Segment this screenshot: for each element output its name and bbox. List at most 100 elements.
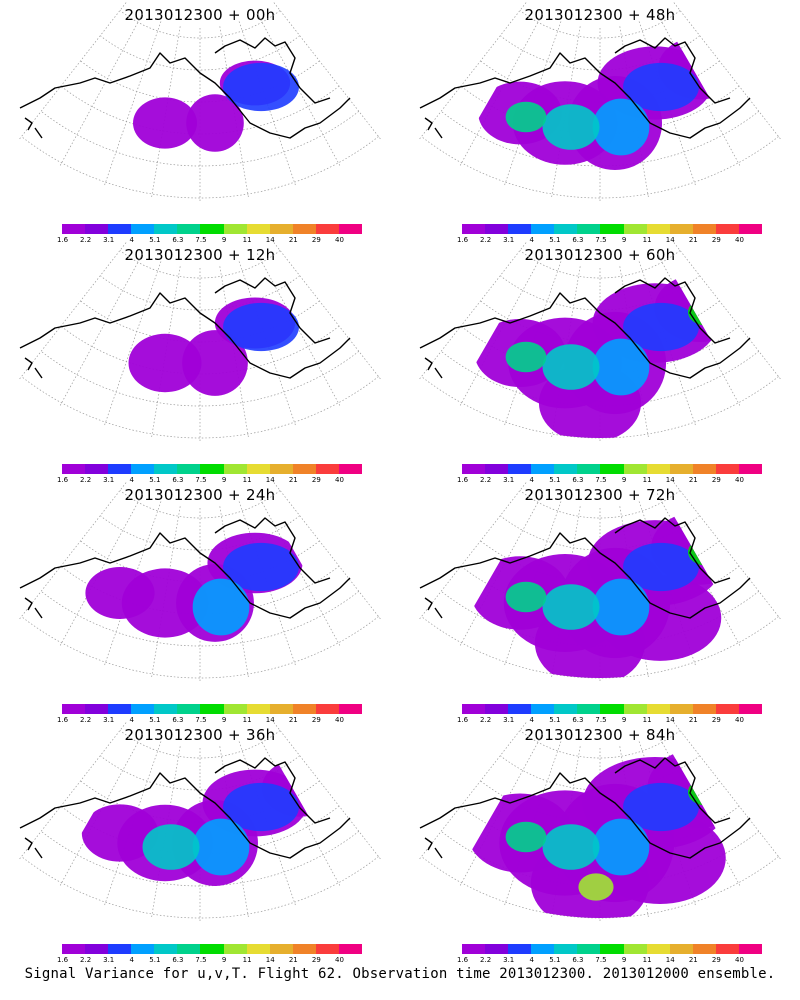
colorbar-swatch bbox=[554, 704, 578, 714]
colorbar-ticks: 1.6 2.2 3.1 4 5.1 6.3 7.5 9 11 14 21 29 40 bbox=[50, 236, 374, 246]
longitude-line bbox=[18, 2, 127, 141]
variance-core bbox=[223, 302, 299, 352]
coastline-path bbox=[24, 597, 43, 619]
longitude-line bbox=[673, 242, 782, 381]
colorbar-swatch bbox=[738, 464, 763, 474]
colorbar-tick-label: 21 bbox=[288, 236, 298, 244]
variance-core bbox=[505, 341, 547, 373]
longitude-line bbox=[256, 13, 342, 168]
map-panel: 2013012300 + 84h 1.6 2.2 3.1 4 5.1 6.3 7.5 9 11 14… bbox=[400, 720, 800, 965]
coastline bbox=[419, 277, 751, 379]
colorbar-tick-label: 6.3 bbox=[172, 236, 184, 244]
colorbar bbox=[462, 464, 763, 474]
panel-title: 2013012300 + 84h bbox=[524, 726, 676, 744]
colorbar-tick-label: 5.1 bbox=[549, 716, 561, 724]
colorbar-swatch bbox=[292, 944, 316, 954]
longitude-line bbox=[58, 253, 144, 408]
colorbar-swatch bbox=[292, 224, 316, 234]
map-panel: 2013012300 + 00h 1.6 2.2 3.1 4 5.1 6.3 7.5 9 11 14… bbox=[0, 0, 400, 245]
colorbar-tick-label: 2.2 bbox=[80, 956, 92, 964]
colorbar-tick-label: 11 bbox=[642, 956, 652, 964]
colorbar-tick-label: 4 bbox=[129, 716, 134, 724]
colorbar-swatch bbox=[62, 704, 86, 714]
longitude-line bbox=[103, 261, 162, 428]
colorbar-tick-label: 21 bbox=[288, 716, 298, 724]
colorbar-tick-label: 9 bbox=[221, 236, 227, 244]
coastline-path bbox=[419, 292, 751, 379]
colorbar-tick-label: 4 bbox=[529, 476, 534, 484]
colorbar bbox=[62, 464, 363, 474]
colorbar-tick-label: 9 bbox=[621, 716, 627, 724]
colorbar-tick-label: 4 bbox=[129, 476, 134, 484]
coastline-path bbox=[419, 772, 751, 859]
variance-core bbox=[505, 101, 547, 133]
coastline-path bbox=[424, 357, 443, 379]
colorbar-tick-label: 2.2 bbox=[80, 476, 92, 484]
colorbar-swatch bbox=[154, 464, 178, 474]
colorbar-tick-label: 7.5 bbox=[195, 476, 207, 484]
colorbar-tick-label: 1.6 bbox=[56, 236, 69, 244]
colorbar-tick-label: 1.6 bbox=[56, 476, 69, 484]
colorbar-swatch bbox=[508, 464, 532, 474]
longitude-line bbox=[273, 2, 382, 141]
colorbar-tick-label: 6.3 bbox=[572, 956, 584, 964]
colorbar-tick-label: 2.2 bbox=[480, 236, 492, 244]
variance-field bbox=[478, 36, 742, 171]
colorbar bbox=[462, 944, 763, 954]
coastline-path bbox=[419, 52, 751, 139]
colorbar-swatch bbox=[131, 944, 155, 954]
coastline-path bbox=[614, 277, 731, 344]
colorbar-swatch bbox=[108, 944, 132, 954]
colorbar-tick-label: 14 bbox=[265, 236, 275, 244]
colorbar-tick-label: 7.5 bbox=[595, 476, 607, 484]
colorbar-tick-label: 9 bbox=[221, 716, 227, 724]
latitude-line bbox=[21, 376, 379, 439]
variance-core bbox=[542, 584, 600, 630]
colorbar-swatch bbox=[508, 944, 532, 954]
colorbar-tick-label: 14 bbox=[665, 476, 675, 484]
colorbar-tick-label: 6.3 bbox=[572, 236, 584, 244]
colorbar-swatch bbox=[508, 224, 532, 234]
variance-region bbox=[133, 97, 197, 149]
coastline bbox=[19, 37, 351, 139]
colorbar-swatch bbox=[646, 944, 670, 954]
colorbar-swatch bbox=[554, 464, 578, 474]
colorbar-swatch bbox=[531, 224, 555, 234]
colorbar-swatch bbox=[692, 224, 716, 234]
colorbar-swatch bbox=[554, 224, 578, 234]
longitude-line bbox=[418, 482, 527, 621]
colorbar-swatch bbox=[462, 224, 486, 234]
colorbar-tick-label: 4 bbox=[129, 956, 134, 964]
variance-field bbox=[133, 60, 299, 152]
latitude-line bbox=[421, 856, 779, 919]
coastline-path bbox=[424, 597, 443, 619]
colorbar-tick-label: 4 bbox=[529, 716, 534, 724]
colorbar-swatch bbox=[646, 224, 670, 234]
colorbar-tick-label: 3.1 bbox=[103, 476, 115, 484]
colorbar-tick-label: 7.5 bbox=[595, 716, 607, 724]
colorbar-tick-label: 9 bbox=[221, 956, 227, 964]
variance-core bbox=[623, 782, 699, 832]
coastline-path bbox=[24, 357, 43, 379]
coastline-path bbox=[19, 532, 351, 619]
coastline-path bbox=[614, 517, 731, 584]
latitude-line bbox=[100, 275, 300, 311]
colorbar-tick-label: 9 bbox=[621, 476, 627, 484]
colorbar-swatch bbox=[485, 944, 509, 954]
colorbar-tick-label: 21 bbox=[688, 716, 698, 724]
colorbar-swatch bbox=[508, 704, 532, 714]
variance-core bbox=[623, 302, 699, 352]
colorbar-swatch bbox=[600, 224, 624, 234]
colorbar-swatch bbox=[108, 464, 132, 474]
colorbar-tick-label: 4 bbox=[529, 236, 534, 244]
colorbar bbox=[462, 704, 763, 714]
coastline-path bbox=[24, 837, 43, 859]
coastline-path bbox=[614, 757, 731, 824]
colorbar-swatch bbox=[692, 704, 716, 714]
colorbar-swatch bbox=[200, 704, 224, 714]
colorbar-swatch bbox=[338, 464, 363, 474]
variance-field bbox=[471, 511, 745, 679]
longitude-line bbox=[418, 242, 527, 381]
colorbar-swatch bbox=[154, 224, 178, 234]
figure-caption: Signal Variance for u,v,T. Flight 62. Ob… bbox=[24, 966, 776, 982]
